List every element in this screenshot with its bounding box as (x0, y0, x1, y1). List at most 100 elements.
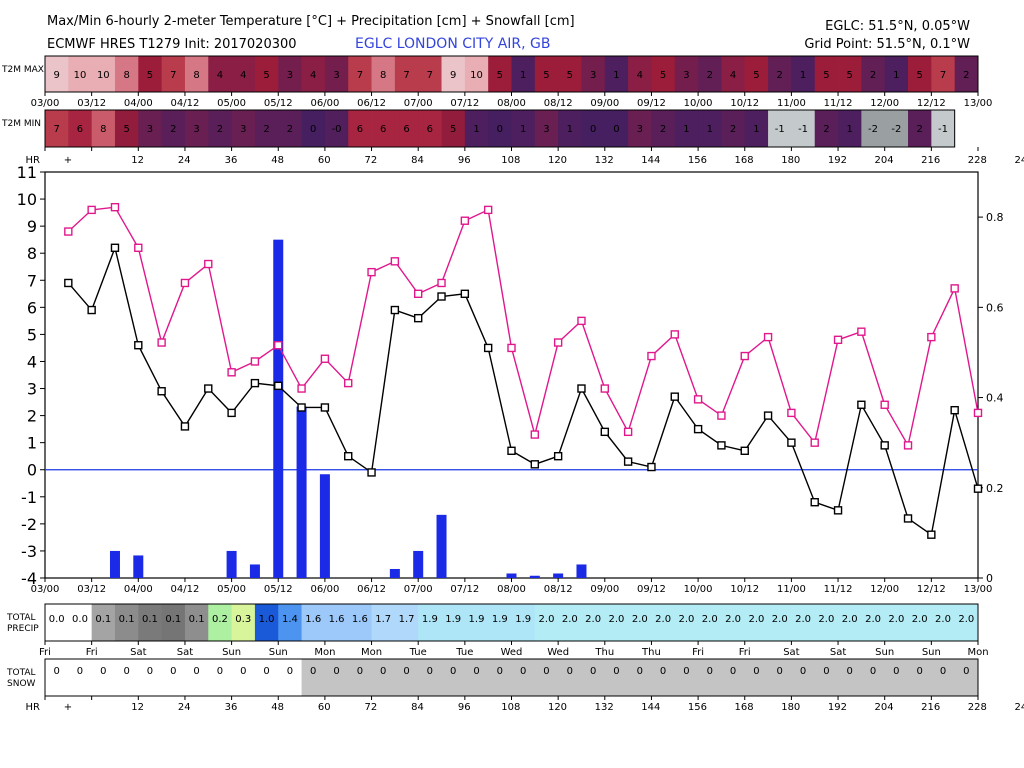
total-precip-value: 2.0 (818, 614, 834, 625)
t2m-min-point (134, 341, 143, 350)
t2m-max-cell (721, 56, 746, 92)
t2m-min-line (67, 245, 979, 536)
t2m-min-point (64, 278, 73, 288)
t2m-min-value: 1 (683, 124, 689, 135)
total-snow-value: 0 (800, 666, 806, 677)
total-precip-value: 2.0 (935, 614, 951, 625)
total-snow-label: TOTAL (6, 668, 36, 678)
y-tick-label: 10 (17, 190, 37, 209)
t2m-max-value: 7 (427, 70, 433, 81)
t2m-max-point (833, 335, 843, 345)
precip-bar (436, 514, 447, 578)
hour-label: 156 (688, 155, 707, 166)
total-precip-value: 2.0 (725, 614, 741, 625)
t2m-min-point (880, 441, 889, 450)
t2m-max-value: 7 (170, 70, 176, 81)
t2m-max-value: 4 (240, 70, 246, 81)
t2m-max-cell (954, 56, 979, 92)
t2m-max-point (577, 316, 586, 326)
t2m-min-point (553, 452, 563, 461)
total-snow-cell (581, 659, 606, 696)
t2m-min-value: 0 (310, 124, 316, 135)
t2m-min-value: 1 (707, 124, 713, 135)
total-snow-cell (68, 659, 93, 696)
t2m-max-cell (744, 56, 769, 92)
hour-label-bottom: 144 (641, 702, 660, 713)
y-tick-label: 9 (27, 217, 37, 236)
total-snow-label-2: SNOW (7, 679, 36, 689)
t2m-max-cell (138, 56, 163, 92)
t2m-max-line (67, 206, 979, 448)
t2m-max-point (87, 205, 96, 215)
total-precip-cell (838, 604, 862, 641)
t2m-max-value: 5 (660, 70, 666, 81)
t2m-max-cell (371, 56, 396, 92)
t2m-max-value: 5 (543, 70, 549, 81)
t2m-max-value: 4 (637, 70, 643, 81)
total-snow-value: 0 (123, 666, 129, 677)
t2m-max-point (320, 354, 330, 363)
t2m-max-value: 10 (470, 70, 483, 81)
total-precip-label-2: PRECIP (7, 624, 39, 634)
hour-label-bottom: 192 (828, 702, 847, 713)
t2m-max-value: 10 (97, 70, 110, 81)
t2m-max-point (250, 357, 260, 366)
total-precip-cell (534, 604, 559, 641)
t2m-max-point (857, 327, 866, 336)
total-snow-cell (371, 659, 396, 696)
total-snow-value: 0 (240, 666, 246, 677)
total-precip-cell (791, 604, 816, 641)
t2m-min-value: 8 (100, 124, 106, 135)
total-snow-cell (628, 659, 652, 696)
t2m-min-value: 5 (123, 124, 129, 135)
t2m-min-cell (604, 110, 629, 147)
hour-label: 180 (781, 155, 800, 166)
hour-label: 240 (1014, 155, 1024, 166)
total-precip-cell (908, 604, 932, 641)
t2m-min-cell (768, 110, 792, 147)
t2m-max-value: 2 (963, 70, 969, 81)
hour-label-bottom: 132 (595, 702, 614, 713)
t2m-min-label: T2M MIN (1, 119, 41, 129)
hour-label-bottom: 228 (968, 702, 987, 713)
total-snow-value: 0 (333, 666, 339, 677)
t2m-min-point (763, 411, 773, 420)
total-precip-cell (954, 604, 979, 641)
t2m-min-point (390, 305, 400, 315)
t2m-min-cell (651, 110, 676, 147)
t2m-max-point (180, 278, 190, 288)
t2m-max-value: 7 (357, 70, 363, 81)
t2m-min-cell (791, 110, 816, 147)
t2m-max-value: 4 (310, 70, 316, 81)
hour-label-bottom: 24 (178, 702, 191, 713)
t2m-max-point (950, 284, 959, 293)
t2m-min-cell (278, 110, 302, 147)
total-snow-value: 0 (170, 666, 176, 677)
total-snow-value: 0 (497, 666, 503, 677)
t2m-min-value: 2 (660, 124, 666, 135)
total-snow-value: 0 (753, 666, 759, 677)
y-tick-label: -4 (21, 569, 37, 588)
date-label: 10/00 (684, 98, 713, 109)
t2m-max-cell (488, 56, 512, 92)
total-precip-value: 0.1 (95, 614, 111, 625)
precip-bar (553, 573, 564, 578)
y-tick-label: -3 (21, 542, 37, 561)
total-precip-value: 2.0 (632, 614, 648, 625)
total-precip-value: 0.3 (235, 614, 251, 625)
t2m-max-point (553, 338, 563, 347)
t2m-min-point (717, 441, 726, 450)
hour-label: 36 (225, 155, 238, 166)
total-precip-cell (768, 604, 792, 641)
total-snow-value: 0 (263, 666, 269, 677)
t2m-max-value: 1 (800, 70, 806, 81)
precip-bar (389, 568, 400, 578)
t2m-max-cell (698, 56, 722, 92)
x-tick-label: 04/00 (124, 584, 153, 595)
hour-label-bottom: 180 (781, 702, 800, 713)
total-snow-cell (674, 659, 699, 696)
total-precip-value: 2.0 (842, 614, 858, 625)
total-snow-cell (814, 659, 839, 696)
hour-label: 144 (641, 155, 660, 166)
x-tick-label: 05/12 (264, 584, 293, 595)
